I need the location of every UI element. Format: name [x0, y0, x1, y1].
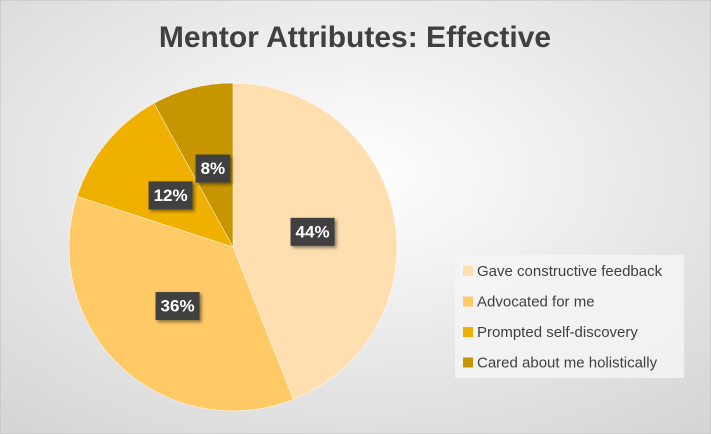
data-label-text: 12% — [154, 186, 188, 205]
data-label-box — [155, 292, 200, 321]
data-label-box — [195, 154, 231, 183]
data-label: 8% — [195, 154, 231, 183]
data-label-text: 44% — [296, 222, 330, 241]
chart-title: Mentor Attributes: Effective — [159, 21, 551, 54]
data-label: 44% — [290, 217, 335, 246]
legend-swatch — [463, 296, 473, 307]
legend-swatch — [463, 327, 473, 337]
pie-slice — [76, 102, 234, 248]
legend-label: Advocated for me — [477, 293, 595, 310]
data-label: 12% — [148, 181, 193, 210]
pie-slice — [153, 82, 234, 248]
legend-box — [455, 255, 684, 378]
data-label-text: 8% — [201, 159, 226, 178]
legend-label: Cared about me holistically — [477, 354, 658, 371]
data-label-box — [148, 181, 193, 210]
legend-swatch — [463, 266, 473, 276]
data-label: 36% — [155, 292, 200, 321]
data-label-text: 36% — [161, 297, 195, 316]
legend-label: Prompted self-discovery — [477, 324, 638, 341]
legend-label: Gave constructive feedback — [477, 263, 663, 280]
data-label-box — [290, 217, 335, 246]
legend-swatch — [463, 357, 473, 368]
